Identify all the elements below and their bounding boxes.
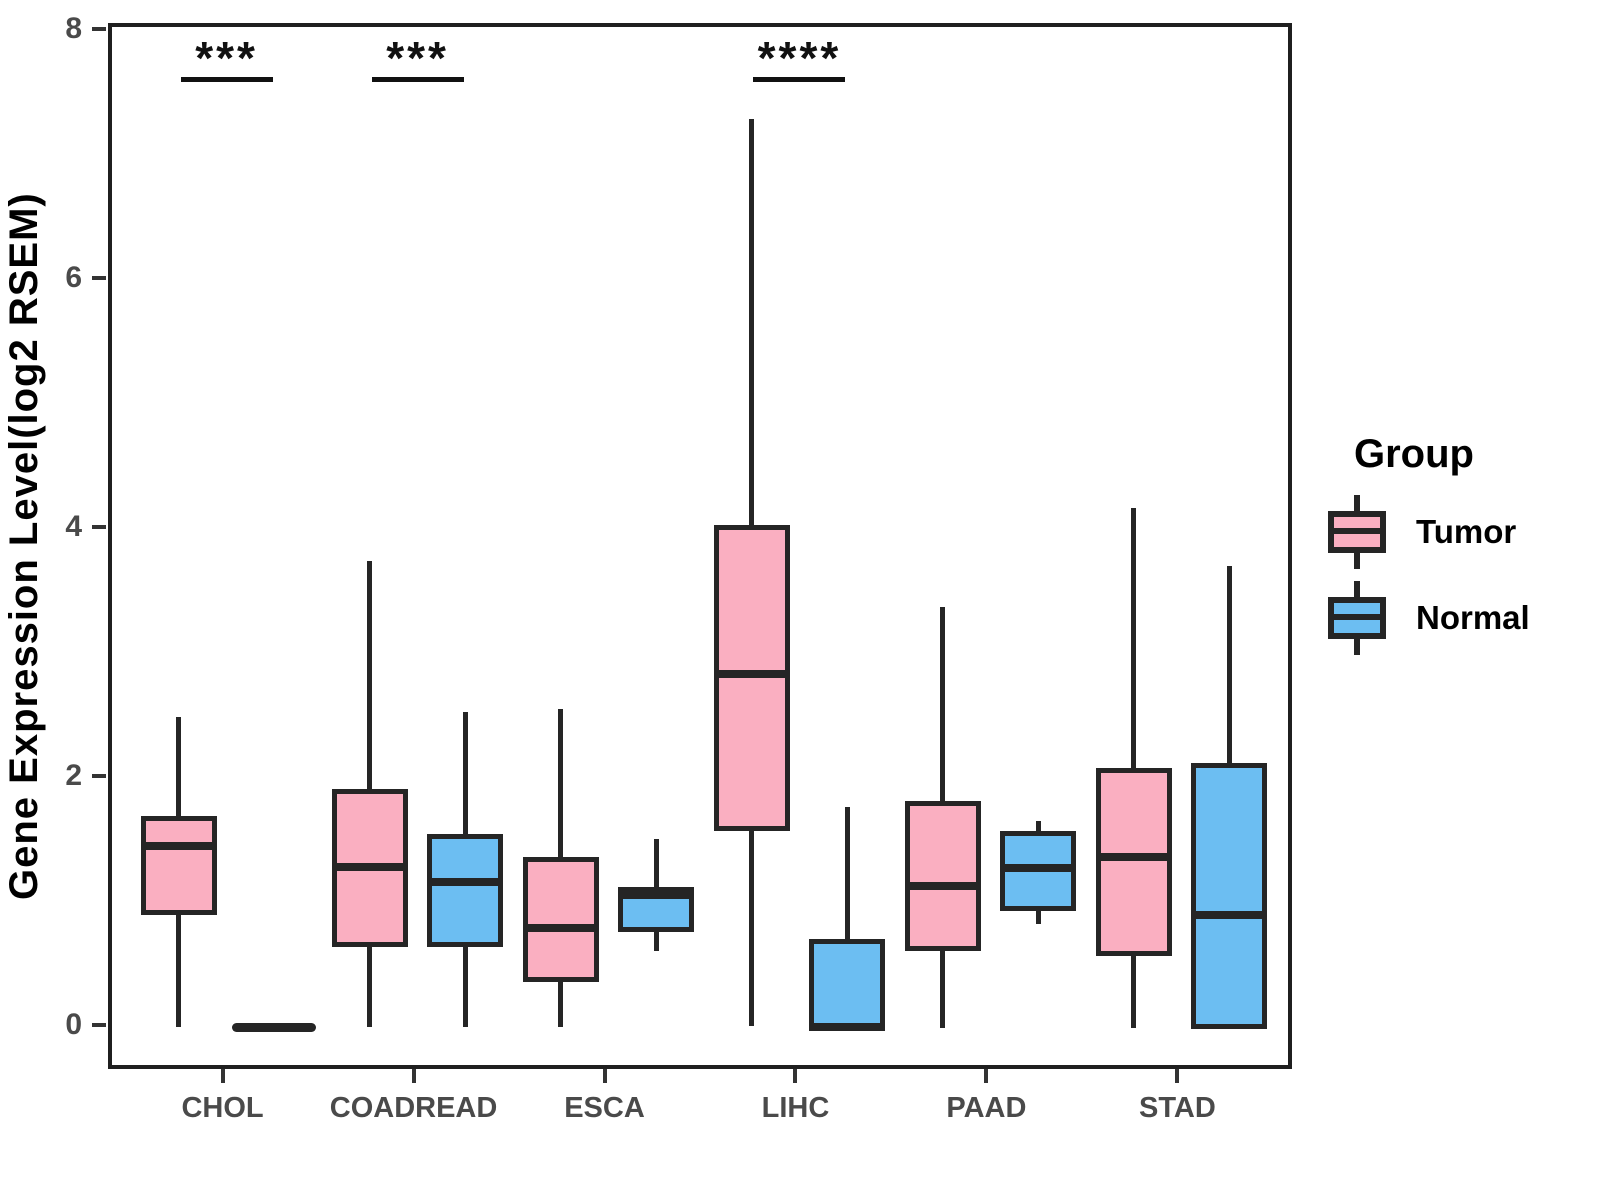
whisker-top-coadread-normal xyxy=(462,711,468,834)
legend-swatch-normal-boxplot-icon xyxy=(1328,581,1386,655)
significance-bar-chol xyxy=(180,77,273,83)
median-lihc-tumor xyxy=(713,670,790,679)
significance-bar-lihc xyxy=(753,77,846,83)
whisker-top-paad-normal xyxy=(1035,821,1041,832)
x-tick-label: COADREAD xyxy=(329,1092,498,1124)
significance-label-lihc: **** xyxy=(757,32,842,85)
y-tick-label: 2 xyxy=(65,759,82,793)
significance-label-chol: *** xyxy=(195,32,258,85)
legend-glyph-median xyxy=(1328,528,1386,534)
box-paad-tumor xyxy=(904,801,981,951)
x-tick-label: CHOL xyxy=(181,1092,264,1124)
whisker-bottom-paad-tumor xyxy=(940,950,946,1028)
x-tick-label: PAAD xyxy=(946,1092,1027,1124)
box-stad-normal xyxy=(1191,762,1268,1029)
x-tick-mark xyxy=(984,1069,989,1083)
whisker-bottom-coadread-normal xyxy=(462,946,468,1027)
y-tick-mark xyxy=(92,276,106,281)
whisker-top-paad-tumor xyxy=(940,607,946,802)
legend: Group Tumor Normal xyxy=(1328,432,1530,667)
median-paad-normal xyxy=(1000,864,1077,873)
x-tick-mark xyxy=(602,1069,607,1083)
x-tick-mark xyxy=(220,1069,225,1083)
whisker-bottom-paad-normal xyxy=(1035,910,1041,925)
whisker-bottom-chol-tumor xyxy=(176,914,182,1027)
whisker-top-lihc-tumor xyxy=(749,119,755,525)
significance-bar-coadread xyxy=(371,77,464,83)
median-esca-tumor xyxy=(522,924,599,933)
whisker-top-lihc-normal xyxy=(844,807,850,940)
whisker-top-chol-tumor xyxy=(176,716,182,817)
median-stad-tumor xyxy=(1095,853,1172,862)
legend-entry-label: Normal xyxy=(1416,599,1530,636)
whisker-bottom-esca-normal xyxy=(653,931,659,951)
median-chol-tumor xyxy=(140,842,217,851)
y-tick-label: 4 xyxy=(65,510,82,544)
median-lihc-normal xyxy=(809,1022,886,1031)
legend-swatch-tumor-boxplot-icon xyxy=(1328,495,1386,569)
legend-entry-label: Tumor xyxy=(1416,513,1517,550)
whisker-bottom-esca-tumor xyxy=(558,981,564,1027)
whisker-top-stad-normal xyxy=(1226,566,1232,763)
x-tick-mark xyxy=(1175,1069,1180,1083)
significance-label-coadread: *** xyxy=(386,32,449,85)
x-tick-label: ESCA xyxy=(564,1092,645,1124)
box-coadread-normal xyxy=(427,833,504,947)
legend-title: Group xyxy=(1354,432,1474,476)
whisker-bottom-coadread-tumor xyxy=(367,946,373,1027)
median-coadread-normal xyxy=(427,878,504,887)
plot-area: *** *** **** xyxy=(108,23,1292,1069)
legend-entry-tumor: Tumor xyxy=(1328,495,1530,569)
box-lihc-normal xyxy=(809,939,886,1029)
median-stad-normal xyxy=(1191,910,1268,919)
box-stad-tumor xyxy=(1095,767,1172,956)
whisker-bottom-stad-tumor xyxy=(1131,955,1137,1028)
legend-entries: Tumor Normal xyxy=(1328,495,1530,655)
whisker-bottom-lihc-tumor xyxy=(749,831,755,1027)
legend-glyph-median xyxy=(1328,614,1386,620)
median-esca-normal xyxy=(618,890,695,899)
x-tick-mark xyxy=(411,1069,416,1083)
y-tick-mark xyxy=(92,774,106,779)
box-chol-tumor xyxy=(140,816,217,915)
y-tick-label: 6 xyxy=(65,261,82,295)
whisker-top-esca-normal xyxy=(653,838,659,888)
x-tick-mark xyxy=(793,1069,798,1083)
flat-box-chol-normal xyxy=(232,1022,317,1032)
whisker-top-esca-tumor xyxy=(558,709,564,858)
y-tick-mark xyxy=(92,1023,106,1027)
y-tick-mark xyxy=(92,27,106,32)
whisker-top-stad-tumor xyxy=(1131,507,1137,768)
whisker-top-coadread-tumor xyxy=(367,561,373,789)
median-paad-tumor xyxy=(904,881,981,890)
y-tick-mark xyxy=(92,525,106,530)
y-tick-label: 0 xyxy=(65,1008,82,1041)
x-tick-label: LIHC xyxy=(761,1092,830,1124)
box-esca-tumor xyxy=(522,857,599,982)
x-tick-label: STAD xyxy=(1139,1092,1216,1124)
y-tick-label: 8 xyxy=(65,12,82,46)
median-coadread-tumor xyxy=(331,863,408,872)
legend-entry-normal: Normal xyxy=(1328,581,1530,655)
